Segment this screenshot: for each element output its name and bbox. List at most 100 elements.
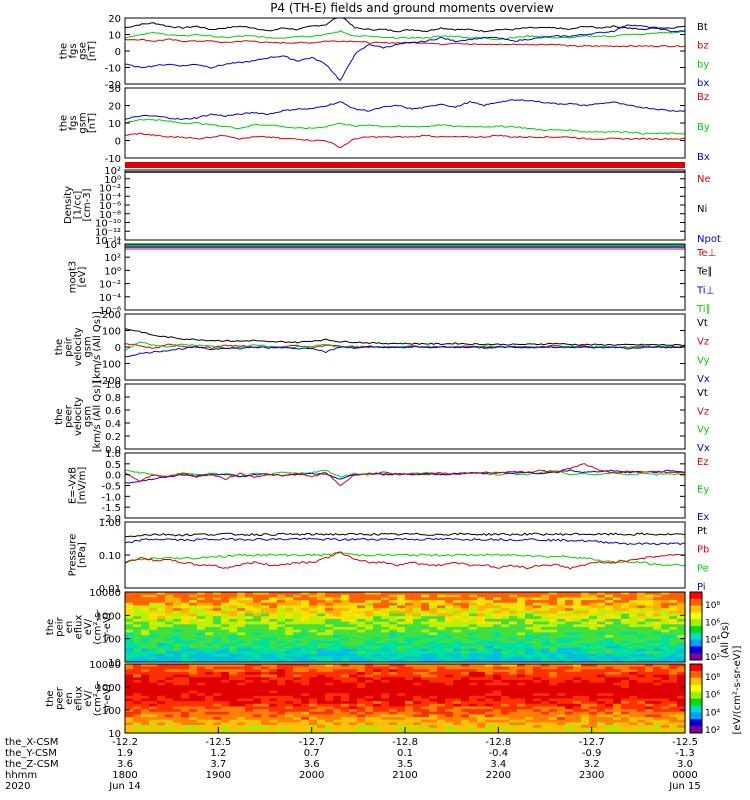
heatmap-cell xyxy=(621,605,630,609)
heatmap-cell xyxy=(301,709,310,713)
heatmap-cell xyxy=(453,659,462,663)
heatmap-cell xyxy=(517,711,526,716)
heatmap-cell xyxy=(637,679,646,684)
heatmap-cell xyxy=(629,719,638,723)
x-tick-label: -0.9 xyxy=(582,748,602,759)
heatmap-cell xyxy=(205,669,214,673)
heatmap-cell xyxy=(637,602,646,607)
heatmap-cell xyxy=(301,624,310,628)
y-tick-label: -100 xyxy=(98,360,121,371)
heatmap-cell xyxy=(229,659,238,663)
heatmap-cell xyxy=(317,629,326,633)
heatmap-cell xyxy=(349,648,358,652)
heatmap-cell xyxy=(157,616,166,620)
heatmap-cell xyxy=(213,640,222,644)
heatmap-cell xyxy=(197,714,206,718)
heatmap-cell xyxy=(173,706,182,710)
heatmap-cell xyxy=(205,597,214,601)
heatmap-cell xyxy=(333,608,342,612)
heatmap-cell xyxy=(157,618,166,623)
x-tick-label: -12.7 xyxy=(299,737,325,748)
heatmap-cell xyxy=(445,666,454,670)
heatmap-cell xyxy=(461,682,470,686)
heatmap-cell xyxy=(237,597,246,601)
heatmap-cell xyxy=(165,709,174,713)
x-tick-label: 2000 xyxy=(299,770,324,781)
heatmap-cell xyxy=(413,703,422,708)
heatmap-cell xyxy=(581,594,590,598)
heatmap-cell xyxy=(549,659,558,663)
heatmap-cell xyxy=(245,616,254,620)
heatmap-cell xyxy=(365,679,374,684)
y-tick-label: 0.10 xyxy=(99,551,121,562)
heatmap-cell xyxy=(349,682,358,686)
heatmap-cell xyxy=(141,621,150,625)
heatmap-cell xyxy=(157,600,166,604)
heatmap-cell xyxy=(181,690,190,694)
heatmap-cell xyxy=(597,632,606,636)
heatmap-cell xyxy=(125,709,134,713)
heatmap-cell xyxy=(477,627,486,631)
heatmap-cell xyxy=(349,618,358,623)
heatmap-cell xyxy=(317,653,326,658)
heatmap-cell xyxy=(157,693,166,697)
heatmap-cell xyxy=(125,666,134,670)
heatmap-cell xyxy=(477,714,486,718)
heatmap-cell xyxy=(357,651,366,655)
heatmap-cell xyxy=(541,671,550,676)
heatmap-cell xyxy=(589,701,598,705)
heatmap-cell xyxy=(565,600,574,604)
heatmap-cell xyxy=(133,690,142,694)
heatmap-cell xyxy=(269,613,278,617)
heatmap-cell xyxy=(517,722,526,726)
heatmap-cell xyxy=(301,602,310,607)
heatmap-cell xyxy=(541,613,550,617)
heatmap-cell xyxy=(557,669,566,673)
heatmap-cell xyxy=(397,687,406,692)
heatmap-cell xyxy=(645,701,654,705)
heatmap-cell xyxy=(597,669,606,673)
heatmap-cell xyxy=(221,656,230,660)
heatmap-cell xyxy=(613,627,622,631)
heatmap-cell xyxy=(429,674,438,678)
heatmap-cell xyxy=(309,600,318,604)
heatmap-cell xyxy=(397,624,406,628)
heatmap-cell xyxy=(181,653,190,658)
heatmap-cell xyxy=(173,711,182,716)
heatmap-cell xyxy=(293,690,302,694)
heatmap-cell xyxy=(517,645,526,650)
heatmap-cell xyxy=(317,730,326,734)
y-tick-label: 0.8 xyxy=(105,393,121,404)
heatmap-cell xyxy=(181,635,190,639)
heatmap-cell xyxy=(285,666,294,670)
y-tick-label: 10⁻² xyxy=(99,280,121,291)
heatmap-cell xyxy=(237,682,246,686)
heatmap-cell xyxy=(381,643,390,647)
heatmap-cell xyxy=(589,600,598,604)
heatmap-cell xyxy=(141,618,150,623)
panel-density: 10²10⁰10⁻²10⁻⁴10⁻⁶10⁻⁸10⁻¹⁰10⁻¹²10⁻¹⁴Den… xyxy=(63,162,721,247)
heatmap-cell xyxy=(445,594,454,598)
heatmap-cell xyxy=(181,600,190,604)
y-tick-label: 10² xyxy=(104,253,121,264)
heatmap-cell xyxy=(501,685,510,689)
heatmap-cell xyxy=(181,714,190,718)
heatmap-cell xyxy=(165,613,174,617)
heatmap-cell xyxy=(189,597,198,601)
heatmap-cell xyxy=(125,605,134,609)
heatmap-cell xyxy=(621,677,630,681)
heatmap-cell xyxy=(605,648,614,652)
heatmap-cell xyxy=(629,677,638,681)
heatmap-cell xyxy=(517,682,526,686)
heatmap-cell xyxy=(253,687,262,692)
heatmap-cell xyxy=(645,635,654,639)
heatmap-cell xyxy=(669,664,678,668)
heatmap-cell xyxy=(173,632,182,636)
heatmap-cell xyxy=(253,690,262,694)
heatmap-cell xyxy=(253,618,262,623)
heatmap-cell xyxy=(317,695,326,700)
heatmap-cell xyxy=(581,637,590,642)
heatmap-cell xyxy=(165,653,174,658)
heatmap-cell xyxy=(573,711,582,716)
heatmap-cell xyxy=(357,669,366,673)
